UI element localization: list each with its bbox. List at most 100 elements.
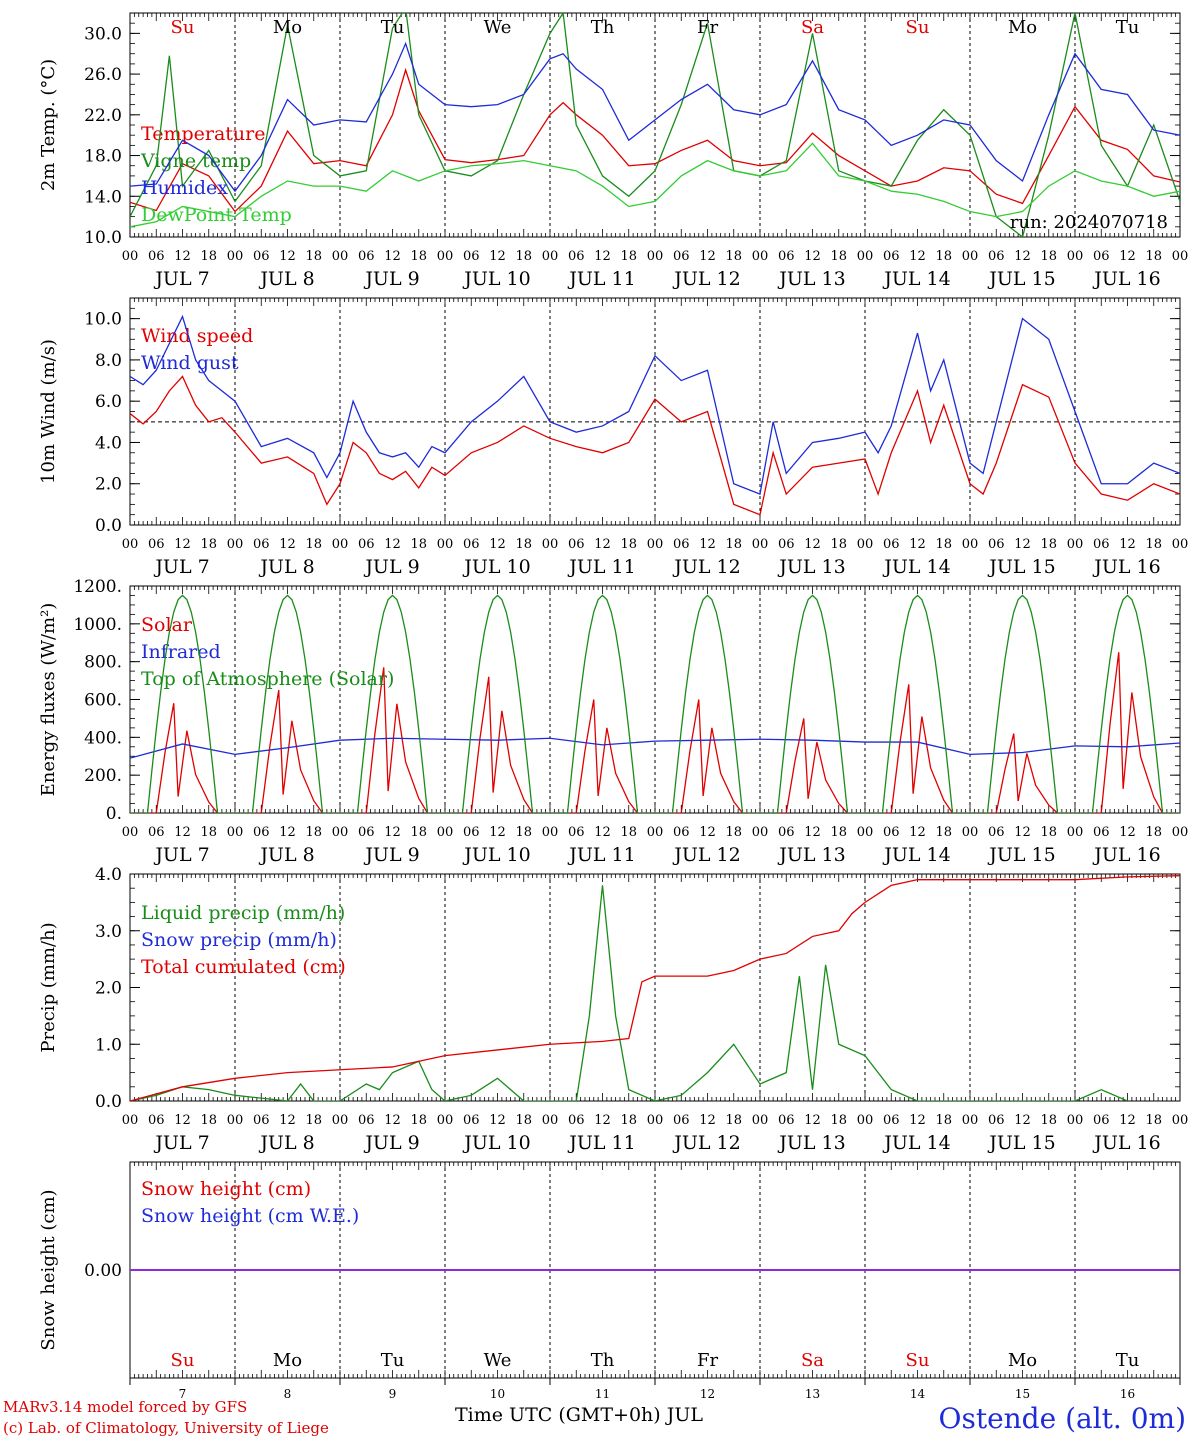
x-tick-label: 06	[358, 825, 375, 840]
x-tick-label: 18	[200, 249, 217, 264]
date-label: JUL 14	[882, 268, 950, 290]
x-tick-label: 12	[804, 1113, 821, 1128]
date-number-label: 9	[389, 1387, 397, 1401]
x-tick-label: 06	[148, 825, 165, 840]
y-tick-label: 4.0	[95, 433, 122, 453]
x-tick-label: 12	[1014, 537, 1031, 552]
x-tick-label: 00	[332, 537, 349, 552]
x-tick-label: 00	[227, 825, 244, 840]
x-tick-label: 12	[804, 825, 821, 840]
y-axis-title-precip: Precip (mm/h)	[38, 922, 59, 1052]
footer-lab: (c) Lab. of Climatology, University of L…	[3, 1419, 329, 1437]
x-tick-label: 18	[935, 825, 952, 840]
weekday-label-bottom: Mo	[273, 1350, 302, 1371]
x-tick-label: 18	[410, 249, 427, 264]
y-tick-label: 26.0	[84, 65, 122, 85]
x-tick-label: 06	[673, 249, 690, 264]
date-number-label: 11	[595, 1387, 610, 1401]
x-tick-label: 12	[174, 537, 191, 552]
legend-entry-wind-1: Wind gust	[141, 352, 239, 374]
date-label: JUL 7	[153, 268, 209, 290]
y-tick-label: 0.00	[84, 1261, 122, 1281]
x-tick-label: 06	[673, 1113, 690, 1128]
x-tick-label: 00	[437, 537, 454, 552]
date-label: JUL 10	[462, 556, 530, 578]
x-tick-label: 12	[804, 537, 821, 552]
x-tick-label: 06	[568, 249, 585, 264]
x-tick-label: 06	[1093, 825, 1110, 840]
x-tick-label: 00	[332, 249, 349, 264]
y-tick-label: 3.0	[95, 922, 122, 942]
x-tick-label: 12	[699, 537, 716, 552]
y-tick-label: 0.0	[95, 1092, 122, 1112]
x-tick-label: 06	[988, 825, 1005, 840]
x-tick-label: 00	[437, 825, 454, 840]
legend-entry-snow-1: Snow height (cm W.E.)	[141, 1205, 359, 1227]
date-label: JUL 11	[567, 1132, 635, 1154]
date-label: JUL 16	[1092, 556, 1160, 578]
x-tick-label: 00	[227, 249, 244, 264]
date-label: JUL 10	[462, 268, 530, 290]
x-tick-label: 18	[620, 249, 637, 264]
x-tick-label: 12	[699, 825, 716, 840]
x-tick-label: 00	[122, 249, 139, 264]
x-tick-label: 12	[384, 249, 401, 264]
x-tick-label: 18	[410, 1113, 427, 1128]
date-label: JUL 9	[363, 1132, 419, 1154]
series-line-wind-0	[130, 375, 1180, 516]
x-tick-label: 18	[830, 825, 847, 840]
date-label: JUL 14	[882, 1132, 950, 1154]
date-label: JUL 10	[462, 1132, 530, 1154]
date-label: JUL 16	[1092, 844, 1160, 866]
x-tick-label: 00	[1067, 537, 1084, 552]
x-tick-label: 12	[384, 1113, 401, 1128]
series-line-temp-0	[130, 67, 1180, 213]
x-tick-label: 06	[463, 537, 480, 552]
weekday-label-bottom: Fr	[697, 1350, 718, 1371]
x-tick-label: 00	[1067, 249, 1084, 264]
x-tick-label: 12	[279, 249, 296, 264]
x-tick-label: 06	[673, 537, 690, 552]
x-tick-label: 00	[1067, 1113, 1084, 1128]
x-tick-label: 00	[122, 1113, 139, 1128]
x-tick-label: 12	[909, 1113, 926, 1128]
footer-model: MARv3.14 model forced by GFS	[3, 1398, 248, 1416]
x-tick-label: 12	[1014, 1113, 1031, 1128]
x-tick-label: 00	[1172, 249, 1189, 264]
date-label: JUL 11	[567, 844, 635, 866]
x-tick-label: 06	[988, 249, 1005, 264]
x-tick-label: 06	[883, 537, 900, 552]
x-tick-label: 18	[935, 1113, 952, 1128]
x-tick-label: 12	[699, 249, 716, 264]
series-line-temp-1	[130, 13, 1180, 237]
x-tick-label: 00	[542, 1113, 559, 1128]
weekday-label-bottom: We	[484, 1350, 512, 1371]
series-line-energy-2	[130, 594, 1180, 813]
series-line-temp-2	[130, 41, 1180, 193]
x-tick-label: 06	[463, 249, 480, 264]
series-line-precip-0	[130, 885, 1128, 1101]
weekday-label-bottom: Th	[591, 1350, 615, 1371]
x-tick-label: 00	[752, 537, 769, 552]
weekday-label-bottom: Sa	[801, 1350, 824, 1371]
y-tick-label: 18.0	[84, 147, 122, 167]
weekday-label-top: We	[484, 17, 512, 38]
legend-entry-snow-0: Snow height (cm)	[141, 1178, 311, 1200]
x-tick-label: 00	[437, 1113, 454, 1128]
x-tick-label: 12	[804, 249, 821, 264]
x-tick-label: 18	[935, 537, 952, 552]
x-tick-label: 12	[384, 825, 401, 840]
x-tick-label: 18	[1040, 1113, 1057, 1128]
x-tick-label: 18	[410, 825, 427, 840]
x-tick-label: 06	[253, 537, 270, 552]
x-tick-label: 00	[752, 249, 769, 264]
x-tick-label: 06	[778, 1113, 795, 1128]
y-tick-label: 0.	[106, 804, 122, 824]
date-label: JUL 13	[777, 268, 845, 290]
y-tick-label: 22.0	[84, 106, 122, 126]
x-tick-label: 06	[568, 1113, 585, 1128]
y-tick-label: 600.	[84, 691, 122, 711]
x-tick-label: 18	[830, 249, 847, 264]
x-tick-label: 00	[857, 249, 874, 264]
date-label: JUL 7	[153, 1132, 209, 1154]
